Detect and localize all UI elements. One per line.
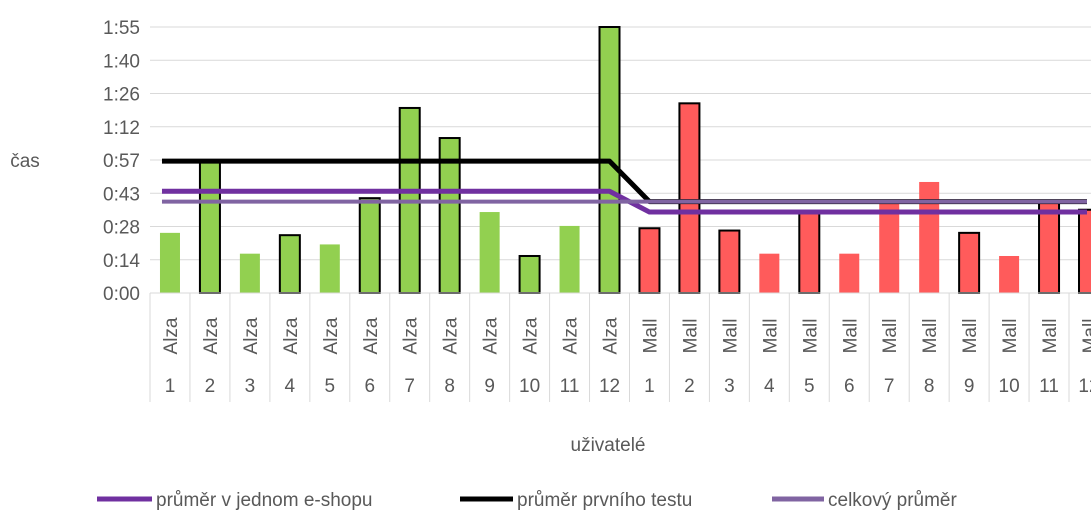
- bar: [240, 254, 260, 293]
- bar: [919, 182, 939, 293]
- x-category-shop-label: Alza: [481, 317, 502, 354]
- x-category-shop-label: Mall: [840, 319, 861, 354]
- y-tick-label: 0:43: [103, 184, 140, 205]
- bar: [160, 233, 180, 293]
- x-category-shop-label: Mall: [920, 319, 941, 354]
- x-category-user-label: 1: [165, 376, 176, 397]
- x-axis-title: uživatelé: [571, 435, 646, 456]
- bar: [320, 244, 340, 293]
- bar: [799, 212, 819, 293]
- bar: [759, 254, 779, 293]
- x-axis: Alza 1 Alza 2 Alza 3 Alza 4 Alza 5 Alza 6 Alza 7 Alza 8…: [150, 293, 1091, 402]
- x-category-shop-label: Mall: [680, 319, 701, 354]
- y-tick-label: 0:28: [103, 218, 140, 239]
- x-category-user-label: 10: [999, 376, 1020, 397]
- x-category-user-label: 1: [644, 376, 655, 397]
- x-category-shop-label: Alza: [161, 317, 182, 354]
- bar: [560, 226, 580, 293]
- x-category-user-label: 3: [724, 376, 735, 397]
- x-category-shop-label: Alza: [441, 317, 462, 354]
- y-axis-ticks: 0:00 0:14 0:28 0:43 0:57 1:12 1:26 1:40 1:55: [103, 18, 140, 305]
- x-category-shop-label: Alza: [201, 317, 222, 354]
- x-category-shop-label: Alza: [601, 317, 622, 354]
- x-category-shop-label: Alza: [241, 317, 262, 354]
- x-category-user-label: 5: [325, 376, 336, 397]
- x-category-user-label: 6: [364, 376, 375, 397]
- x-category-user-label: 2: [684, 376, 695, 397]
- x-category-shop-label: Alza: [561, 317, 582, 354]
- bar: [1079, 210, 1091, 293]
- average-line: [162, 161, 1087, 201]
- bar: [480, 212, 500, 293]
- x-category-user-label: 12: [599, 376, 620, 397]
- x-category-shop-label: Mall: [720, 319, 741, 354]
- legend-label: celkový průměr: [828, 490, 957, 511]
- x-category-user-label: 6: [844, 376, 855, 397]
- y-axis-title: čas: [10, 151, 40, 172]
- x-category-shop-label: Alza: [321, 317, 342, 354]
- x-category-shop-label: Alza: [401, 317, 422, 354]
- x-category-user-label: 8: [924, 376, 935, 397]
- bar: [999, 256, 1019, 293]
- bar: [360, 198, 380, 293]
- bar: [280, 235, 300, 293]
- y-tick-label: 1:55: [103, 18, 140, 39]
- x-category-user-label: 7: [404, 376, 415, 397]
- y-tick-label: 0:00: [103, 284, 140, 305]
- legend: průměr v jednom e-shopu průměr prvního te…: [97, 490, 957, 511]
- bar: [679, 103, 699, 293]
- bar: [520, 256, 540, 293]
- bar: [839, 254, 859, 293]
- bar: [959, 233, 979, 293]
- x-category-shop-label: Mall: [1000, 319, 1021, 354]
- y-tick-label: 1:26: [103, 85, 140, 106]
- x-category-user-label: 5: [804, 376, 815, 397]
- x-category-shop-label: Mall: [640, 319, 661, 354]
- x-category-shop-label: Mall: [880, 319, 901, 354]
- y-tick-label: 0:57: [103, 151, 140, 172]
- y-tick-label: 0:14: [103, 251, 140, 272]
- x-category-user-label: 9: [484, 376, 495, 397]
- x-category-user-label: 10: [519, 376, 540, 397]
- bar: [200, 161, 220, 293]
- x-category-user-label: 12: [1078, 376, 1091, 397]
- bar: [719, 231, 739, 293]
- x-category-user-label: 4: [285, 376, 296, 397]
- average-lines: [162, 161, 1087, 212]
- y-tick-label: 1:40: [103, 51, 140, 72]
- bar: [639, 228, 659, 293]
- x-category-shop-label: Mall: [1080, 319, 1091, 354]
- legend-label: průměr prvního testu: [517, 490, 692, 511]
- x-category-shop-label: Mall: [800, 319, 821, 354]
- x-category-shop-label: Mall: [960, 319, 981, 354]
- y-tick-label: 1:12: [103, 118, 140, 139]
- x-category-user-label: 7: [884, 376, 895, 397]
- x-category-shop-label: Alza: [361, 317, 382, 354]
- x-category-user-label: 2: [205, 376, 216, 397]
- x-category-shop-label: Mall: [1040, 319, 1061, 354]
- x-category-user-label: 4: [764, 376, 775, 397]
- x-category-user-label: 11: [1039, 376, 1059, 397]
- x-category-user-label: 8: [444, 376, 455, 397]
- x-category-shop-label: Alza: [521, 317, 542, 354]
- x-category-user-label: 9: [964, 376, 975, 397]
- x-category-user-label: 11: [560, 376, 580, 397]
- x-category-user-label: 3: [245, 376, 256, 397]
- x-category-shop-label: Mall: [760, 319, 781, 354]
- legend-label: průměr v jednom e-shopu: [156, 490, 373, 511]
- x-category-shop-label: Alza: [281, 317, 302, 354]
